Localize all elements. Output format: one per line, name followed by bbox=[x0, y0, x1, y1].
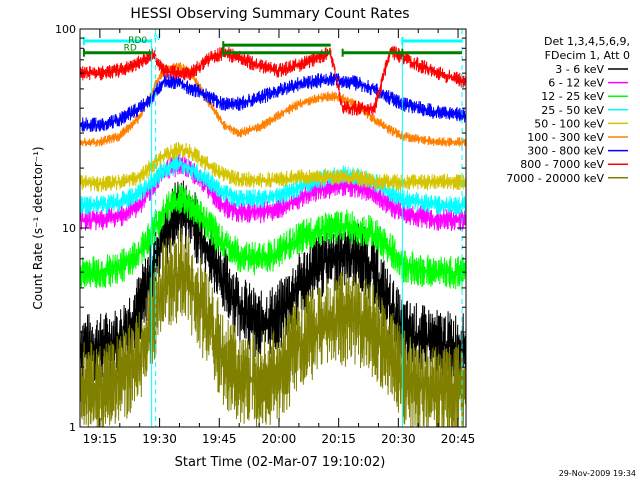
legend-label-25-50-kev: 25 - 50 keV bbox=[541, 104, 604, 117]
legend-header-2: FDecim 1, Att 0 bbox=[545, 49, 630, 62]
legend-label-50-100-kev: 50 - 100 keV bbox=[534, 117, 604, 130]
timestamp: 29-Nov-2009 19:34 bbox=[559, 469, 636, 478]
chart-title: HESSI Observing Summary Count Rates bbox=[130, 6, 409, 22]
y-axis-label: Count Rate (s⁻¹ detector⁻¹) bbox=[31, 146, 45, 309]
legend: Det 1,3,4,5,6,9, FDecim 1, Att 0 3 - 6 k… bbox=[506, 35, 630, 185]
flag-label-rd0: RD0 bbox=[128, 36, 147, 46]
legend-label-800-7000-kev: 800 - 7000 keV bbox=[520, 158, 604, 171]
y-tick-label-1: 1 bbox=[69, 421, 76, 434]
legend-label-12-25-kev: 12 - 25 keV bbox=[541, 90, 604, 103]
legend-label-300-800-kev: 300 - 800 keV bbox=[527, 145, 604, 158]
legend-header-1: Det 1,3,4,5,6,9, bbox=[544, 35, 630, 48]
x-tick-label-1915: 19:15 bbox=[83, 432, 118, 446]
x-tick-label-1945: 19:45 bbox=[202, 432, 237, 446]
y-tick-label-10: 10 bbox=[62, 222, 76, 235]
x-tick-label-2030: 20:30 bbox=[381, 432, 416, 446]
x-tick-label-2000: 20:00 bbox=[262, 432, 297, 446]
x-tick-label-2045: 20:45 bbox=[441, 432, 476, 446]
legend-label-7000-20000-kev: 7000 - 20000 keV bbox=[506, 172, 604, 185]
x-tick-label-1930: 19:30 bbox=[142, 432, 177, 446]
flag-label-rd: RD bbox=[124, 44, 137, 54]
legend-label-3-6-kev: 3 - 6 keV bbox=[555, 63, 604, 76]
legend-label-6-12-kev: 6 - 12 keV bbox=[548, 77, 604, 90]
flag-label-n: N bbox=[154, 33, 161, 43]
y-tick-label-100: 100 bbox=[55, 23, 76, 36]
legend-label-100-300-kev: 100 - 300 keV bbox=[527, 131, 604, 144]
x-tick-label-2015: 20:15 bbox=[321, 432, 356, 446]
x-axis-label: Start Time (02-Mar-07 19:10:02) bbox=[175, 455, 386, 470]
axes-layer: 1 10 100 19:15 19:30 19:45 20:00 20:15 20:30 20:4… bbox=[55, 23, 475, 446]
